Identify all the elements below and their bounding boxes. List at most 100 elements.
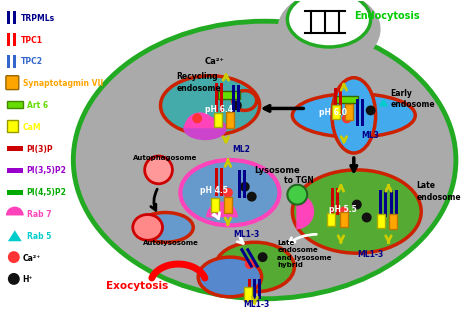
Bar bbox=[220, 83, 223, 112]
FancyBboxPatch shape bbox=[6, 76, 19, 89]
Bar bbox=[7, 33, 10, 46]
Text: TPC2: TPC2 bbox=[21, 57, 43, 66]
Circle shape bbox=[352, 200, 362, 209]
Ellipse shape bbox=[215, 242, 294, 292]
Bar bbox=[383, 190, 386, 217]
Circle shape bbox=[247, 192, 256, 202]
Bar bbox=[7, 168, 23, 173]
Polygon shape bbox=[8, 230, 22, 241]
Wedge shape bbox=[296, 194, 314, 229]
Ellipse shape bbox=[180, 160, 280, 226]
Text: ML1-3: ML1-3 bbox=[357, 250, 383, 259]
Text: Endocytosis: Endocytosis bbox=[354, 11, 419, 21]
Ellipse shape bbox=[161, 76, 260, 135]
Bar bbox=[391, 190, 393, 217]
Bar bbox=[390, 214, 397, 229]
Circle shape bbox=[240, 182, 250, 192]
Ellipse shape bbox=[133, 215, 163, 240]
Bar bbox=[361, 99, 364, 126]
Wedge shape bbox=[6, 207, 24, 215]
Text: PI(4,5)P2: PI(4,5)P2 bbox=[27, 188, 66, 197]
Text: Autophagosome: Autophagosome bbox=[133, 155, 197, 161]
Circle shape bbox=[342, 113, 352, 123]
Wedge shape bbox=[184, 112, 216, 128]
Bar bbox=[379, 190, 382, 217]
Ellipse shape bbox=[183, 116, 227, 140]
Bar bbox=[356, 99, 359, 126]
Bar bbox=[339, 88, 342, 115]
Circle shape bbox=[258, 252, 267, 262]
Bar bbox=[7, 146, 23, 151]
Text: ML3: ML3 bbox=[362, 131, 380, 140]
Bar bbox=[232, 85, 235, 112]
Text: Early
endosome: Early endosome bbox=[391, 89, 435, 109]
Text: ML1-3: ML1-3 bbox=[233, 230, 259, 239]
Text: ML2: ML2 bbox=[232, 145, 250, 154]
Bar bbox=[248, 279, 251, 299]
Text: pH 6.4: pH 6.4 bbox=[205, 106, 233, 114]
Bar bbox=[215, 83, 218, 112]
Text: Rab 5: Rab 5 bbox=[27, 232, 51, 241]
Ellipse shape bbox=[292, 94, 415, 137]
Text: Late
endosome
and lysosome
hybrid: Late endosome and lysosome hybrid bbox=[277, 239, 332, 268]
Ellipse shape bbox=[73, 21, 456, 299]
Circle shape bbox=[192, 113, 202, 123]
Text: Rab 7: Rab 7 bbox=[27, 210, 51, 219]
Bar bbox=[340, 211, 348, 227]
Text: Recycling
endosome: Recycling endosome bbox=[176, 72, 221, 93]
Text: Late
endosome: Late endosome bbox=[416, 181, 461, 202]
Bar bbox=[238, 170, 241, 198]
Ellipse shape bbox=[233, 91, 256, 111]
Ellipse shape bbox=[277, 0, 381, 67]
Text: ML1-3: ML1-3 bbox=[243, 300, 269, 309]
Bar bbox=[331, 188, 334, 215]
Polygon shape bbox=[379, 99, 389, 106]
Circle shape bbox=[245, 259, 255, 269]
Bar bbox=[240, 248, 253, 268]
Ellipse shape bbox=[292, 170, 421, 253]
Text: Autolysosome: Autolysosome bbox=[143, 240, 199, 246]
Bar bbox=[258, 279, 261, 299]
Circle shape bbox=[8, 251, 20, 263]
Bar bbox=[211, 198, 219, 211]
Bar bbox=[220, 168, 223, 196]
Text: PI(3,5)P2: PI(3,5)P2 bbox=[27, 166, 66, 175]
Bar bbox=[7, 55, 10, 68]
Circle shape bbox=[232, 100, 242, 111]
Text: to TGN: to TGN bbox=[284, 176, 314, 185]
Circle shape bbox=[339, 207, 349, 216]
Bar bbox=[395, 190, 399, 217]
Bar bbox=[237, 85, 240, 112]
Circle shape bbox=[8, 273, 20, 285]
Bar bbox=[332, 106, 340, 119]
Bar bbox=[244, 287, 252, 301]
Circle shape bbox=[362, 213, 372, 222]
Bar bbox=[224, 197, 232, 213]
Bar bbox=[377, 215, 384, 228]
Text: Exocytosis: Exocytosis bbox=[106, 281, 168, 291]
Text: Lysosome: Lysosome bbox=[255, 166, 301, 175]
Bar bbox=[336, 95, 358, 104]
Text: CaM: CaM bbox=[23, 123, 41, 132]
Bar bbox=[7, 190, 23, 195]
Wedge shape bbox=[206, 202, 238, 217]
Bar bbox=[13, 33, 16, 46]
Bar bbox=[7, 120, 18, 132]
Bar bbox=[13, 11, 16, 24]
Bar bbox=[226, 112, 234, 128]
Text: TRPMLs: TRPMLs bbox=[21, 14, 55, 23]
Text: pH 4.5: pH 4.5 bbox=[200, 186, 228, 195]
Bar bbox=[7, 101, 23, 108]
Circle shape bbox=[287, 185, 307, 204]
Text: H⁺: H⁺ bbox=[23, 275, 33, 284]
Bar bbox=[246, 248, 259, 268]
Text: Ca²⁺: Ca²⁺ bbox=[205, 57, 225, 66]
Bar bbox=[334, 88, 337, 115]
Ellipse shape bbox=[198, 257, 262, 297]
Circle shape bbox=[145, 156, 173, 184]
Bar bbox=[214, 113, 222, 127]
Bar bbox=[345, 105, 353, 120]
Text: pH 5.5: pH 5.5 bbox=[329, 204, 357, 214]
Ellipse shape bbox=[138, 213, 193, 242]
Text: PI(3)P: PI(3)P bbox=[27, 145, 54, 154]
